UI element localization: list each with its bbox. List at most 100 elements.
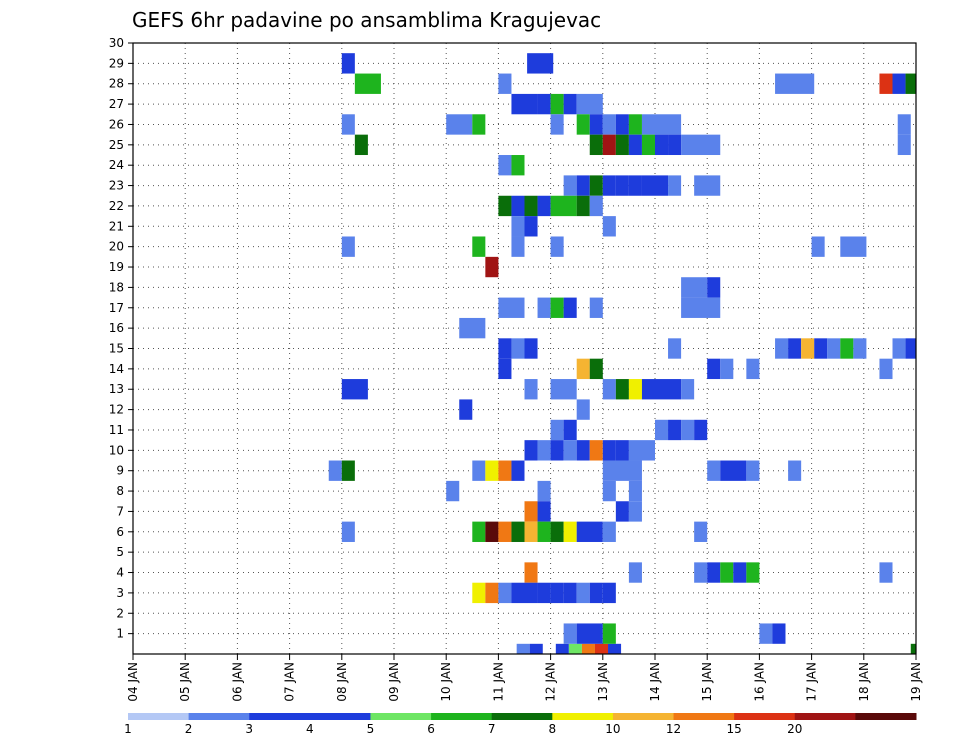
y-tick-label: 23: [109, 179, 124, 193]
heatmap-cell: [814, 338, 828, 359]
x-tick-label: 08 JAN: [335, 662, 349, 702]
heatmap-cell: [550, 114, 564, 135]
heatmap-cell: [550, 440, 564, 461]
heatmap-cell: [485, 460, 499, 481]
heatmap-cell: [550, 419, 564, 441]
heatmap-cell: [472, 114, 486, 135]
heatmap-cell: [589, 440, 603, 461]
heatmap-cell: [775, 338, 789, 359]
heatmap-cell: [628, 175, 642, 196]
heatmap-cell: [602, 175, 616, 196]
colorbar-swatch: [491, 713, 553, 720]
colorbar-label: 8: [548, 722, 556, 736]
x-tick-label: 14 JAN: [648, 662, 662, 702]
heatmap-cell: [511, 216, 525, 237]
y-tick-label: 30: [109, 36, 124, 50]
heatmap-cell: [576, 93, 603, 115]
heatmap-cell: [615, 134, 629, 156]
colorbar-label: 20: [787, 722, 802, 736]
heatmap-cell: [694, 419, 708, 441]
heatmap-cell: [446, 480, 460, 502]
heatmap-cell: [498, 297, 525, 318]
heatmap-cell: [775, 73, 815, 94]
heatmap-cell: [563, 297, 577, 318]
colorbar-label: 6: [427, 722, 435, 736]
heatmap-cell: [563, 419, 577, 441]
heatmap-cell: [459, 399, 473, 420]
heatmap-cell: [498, 73, 512, 94]
y-tick-label: 4: [116, 566, 124, 580]
x-tick-label: 09 JAN: [387, 662, 401, 702]
heatmap-cell: [589, 582, 603, 604]
heatmap-cell: [589, 134, 603, 156]
y-tick-label: 3: [116, 586, 124, 600]
heatmap-cell: [537, 521, 551, 542]
heatmap-cell: [602, 379, 616, 400]
heatmap-cell: [681, 277, 708, 298]
x-tick-label: 06 JAN: [230, 662, 244, 702]
heatmap-cell: [568, 643, 582, 654]
heatmap-cell: [589, 175, 603, 196]
heatmap-cell: [589, 195, 603, 217]
heatmap-cell: [668, 338, 682, 359]
heatmap-cell: [602, 623, 616, 644]
heatmap-cell: [892, 73, 906, 94]
heatmap-cell: [897, 114, 911, 135]
heatmap-cell: [746, 358, 760, 380]
heatmap-cell: [602, 582, 616, 604]
heatmap-cell: [328, 460, 342, 481]
heatmap-cell: [733, 562, 747, 583]
heatmap-cell: [668, 134, 682, 156]
x-tick-label: 16 JAN: [752, 662, 766, 702]
y-tick-label: 5: [116, 545, 124, 559]
heatmap-cell: [788, 460, 802, 481]
heatmap-cell: [537, 582, 551, 604]
heatmap-cell: [537, 440, 551, 461]
heatmap-cell: [524, 195, 538, 217]
heatmap-cell: [615, 379, 629, 400]
x-axis-ticks: 04 JAN 05 JAN 06 JAN 07 JAN 08 JAN 09 JAN 10 J…: [126, 654, 923, 702]
heatmap-cell: [655, 134, 669, 156]
y-tick-label: 22: [109, 199, 124, 213]
colorbar-label: 5: [367, 722, 375, 736]
heatmap-cell: [498, 460, 512, 481]
y-tick-label: 21: [109, 219, 124, 233]
colorbar-swatch: [734, 713, 796, 720]
heatmap-cell: [641, 134, 655, 156]
heatmap-cell: [555, 643, 569, 654]
heatmap-cell: [879, 73, 893, 94]
heatmap-cell: [524, 338, 538, 359]
heatmap-cell: [801, 338, 815, 359]
colorbar-swatch: [673, 713, 735, 720]
heatmap-cell: [615, 501, 629, 522]
heatmap-cell: [589, 114, 603, 135]
colorbar-swatch: [794, 713, 856, 720]
heatmap-cell: [576, 195, 590, 217]
heatmap-cell: [485, 256, 499, 278]
x-tick-label: 15 JAN: [700, 662, 714, 702]
heatmap-cell: [446, 114, 473, 135]
heatmap-cell: [628, 114, 642, 135]
heatmap-cell: [498, 195, 512, 217]
heatmap-cell: [720, 460, 747, 481]
colorbar-label: 10: [605, 722, 620, 736]
heatmap-cell: [354, 134, 368, 156]
heatmap-cell: [581, 643, 595, 654]
heatmap-cell: [594, 643, 609, 654]
heatmap-cell: [641, 114, 682, 135]
colorbar-swatch: [612, 713, 675, 720]
heatmap-cell: [524, 379, 538, 400]
heatmap-cell: [527, 53, 554, 74]
y-tick-label: 2: [116, 606, 124, 620]
heatmap-cell: [668, 175, 682, 196]
heatmap-cell: [524, 501, 538, 522]
x-tick-label: 17 JAN: [805, 662, 819, 702]
x-tick-label: 11 JAN: [491, 662, 505, 702]
heatmap-cell: [746, 562, 760, 583]
heatmap-cell: [524, 216, 538, 237]
x-tick-label: 13 JAN: [596, 662, 610, 702]
heatmap-cell: [628, 134, 642, 156]
heatmap-cell: [511, 338, 525, 359]
heatmap-cell: [681, 297, 721, 318]
heatmap-cell: [537, 93, 551, 115]
